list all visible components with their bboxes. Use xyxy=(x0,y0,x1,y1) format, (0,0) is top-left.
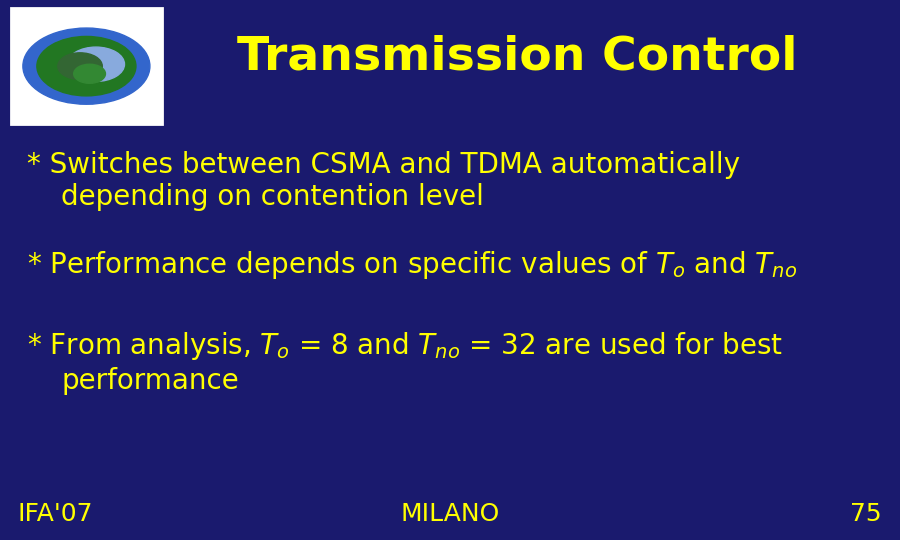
Text: depending on contention level: depending on contention level xyxy=(61,183,484,211)
Text: IFA'07: IFA'07 xyxy=(18,502,94,526)
Circle shape xyxy=(68,47,124,82)
Circle shape xyxy=(74,64,105,83)
Text: * Switches between CSMA and TDMA automatically: * Switches between CSMA and TDMA automat… xyxy=(27,151,740,179)
Text: * Performance depends on specific values of $T_o$ and $T_{no}$: * Performance depends on specific values… xyxy=(27,248,797,281)
Circle shape xyxy=(37,36,136,96)
Circle shape xyxy=(22,28,150,104)
Text: * From analysis, $T_o$ = 8 and $T_{no}$ = 32 are used for best: * From analysis, $T_o$ = 8 and $T_{no}$ … xyxy=(27,329,783,362)
Circle shape xyxy=(58,53,103,79)
Text: 75: 75 xyxy=(850,502,882,526)
Text: performance: performance xyxy=(61,367,239,395)
Text: MILANO: MILANO xyxy=(400,502,500,526)
Text: Transmission Control: Transmission Control xyxy=(238,34,797,79)
FancyBboxPatch shape xyxy=(11,8,162,124)
